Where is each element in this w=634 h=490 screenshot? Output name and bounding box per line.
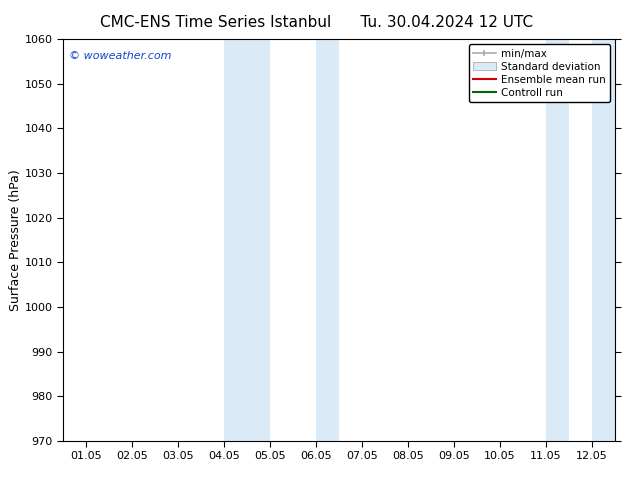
Text: CMC-ENS Time Series Istanbul      Tu. 30.04.2024 12 UTC: CMC-ENS Time Series Istanbul Tu. 30.04.2… (100, 15, 534, 30)
Bar (546, 39, 569, 441)
Bar (224, 39, 270, 441)
Bar (316, 39, 339, 441)
Y-axis label: Surface Pressure (hPa): Surface Pressure (hPa) (9, 169, 22, 311)
Bar (592, 39, 615, 441)
Text: © woweather.com: © woweather.com (69, 51, 171, 61)
Legend: min/max, Standard deviation, Ensemble mean run, Controll run: min/max, Standard deviation, Ensemble me… (469, 45, 610, 102)
